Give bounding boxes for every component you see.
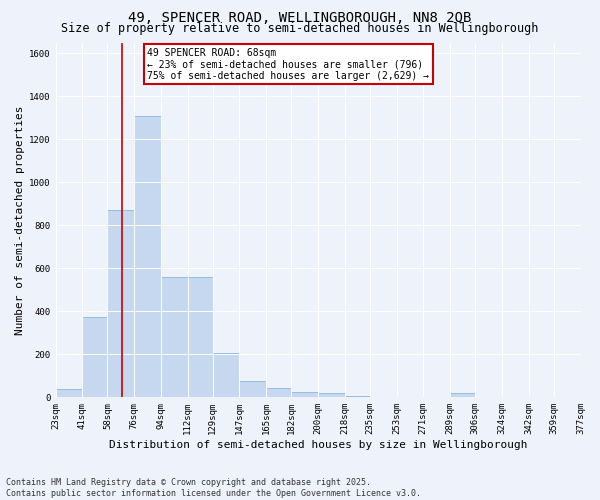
Bar (266, 388, 292, 398)
Y-axis label: Number of semi-detached properties: Number of semi-detached properties (15, 105, 25, 334)
Text: 49 SPENCER ROAD: 68sqm
← 23% of semi-detached houses are smaller (796)
75% of se: 49 SPENCER ROAD: 68sqm ← 23% of semi-det… (148, 48, 430, 81)
Bar (239, 381, 266, 398)
Text: Size of property relative to semi-detached houses in Wellingborough: Size of property relative to semi-detach… (61, 22, 539, 35)
Bar (318, 393, 345, 398)
Bar (161, 277, 188, 398)
Bar (188, 277, 213, 398)
Bar (56, 388, 82, 398)
X-axis label: Distribution of semi-detached houses by size in Wellingborough: Distribution of semi-detached houses by … (109, 440, 527, 450)
Text: 49, SPENCER ROAD, WELLINGBOROUGH, NN8 2QB: 49, SPENCER ROAD, WELLINGBOROUGH, NN8 2Q… (128, 11, 472, 25)
Bar (213, 353, 239, 398)
Bar (134, 116, 161, 398)
Bar (82, 316, 107, 398)
Bar (107, 210, 134, 398)
Bar (450, 393, 475, 398)
Bar (345, 396, 370, 398)
Text: Contains HM Land Registry data © Crown copyright and database right 2025.
Contai: Contains HM Land Registry data © Crown c… (6, 478, 421, 498)
Bar (292, 392, 318, 398)
